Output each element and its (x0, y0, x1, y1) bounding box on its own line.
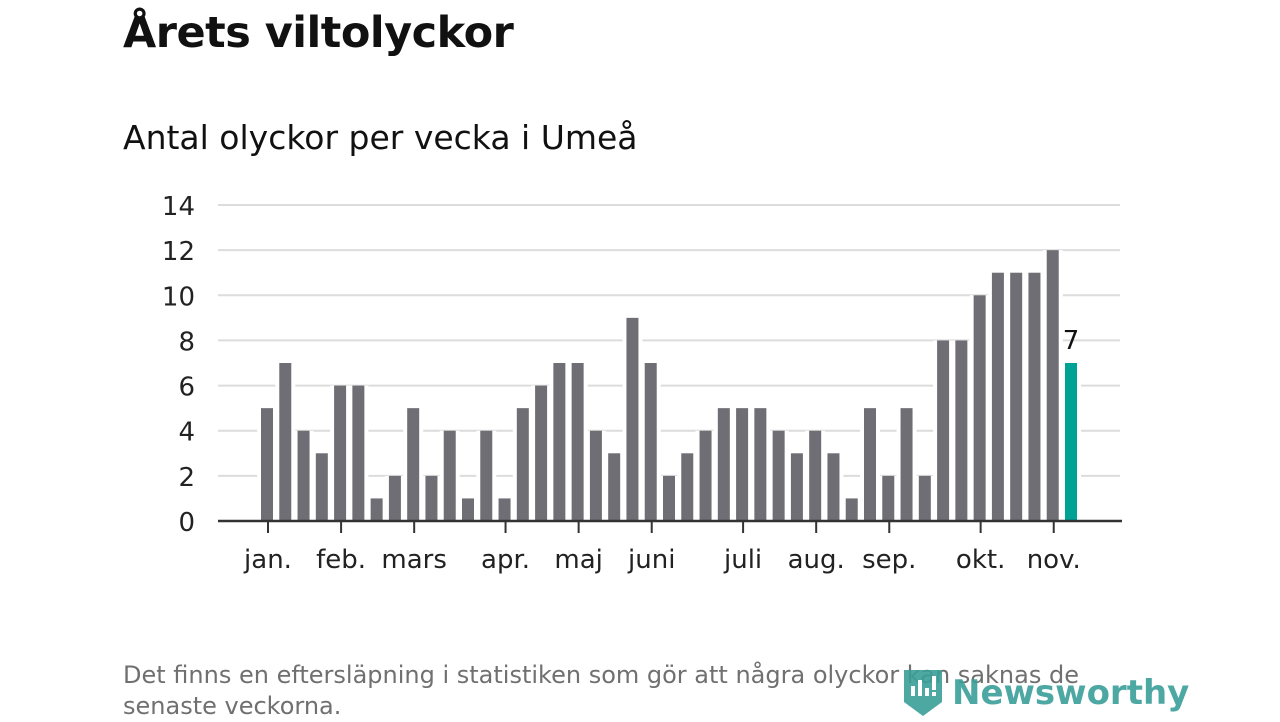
y-tick-label: 6 (178, 373, 195, 403)
y-tick-label: 8 (178, 327, 195, 357)
bar (699, 430, 712, 521)
bar (644, 363, 657, 521)
x-tick-label: jan. (243, 545, 292, 575)
bar (480, 430, 493, 521)
bar (754, 408, 767, 521)
y-tick-label: 0 (178, 508, 195, 538)
data-label: 7 (1063, 326, 1080, 356)
bar (626, 317, 639, 521)
bar (882, 475, 895, 521)
x-tick-label: apr. (481, 545, 530, 575)
x-tick-label: feb. (316, 545, 366, 575)
newsworthy-logo: Newsworthy (902, 668, 1189, 718)
bar (571, 363, 584, 521)
x-tick-label: aug. (788, 545, 845, 575)
bar (790, 453, 803, 521)
bar (425, 475, 438, 521)
bar (370, 498, 383, 521)
bar (1010, 272, 1023, 521)
y-tick-label: 10 (162, 282, 195, 312)
bar (736, 408, 749, 521)
bar (845, 498, 858, 521)
x-tick-label: nov. (1027, 545, 1081, 575)
bar (297, 430, 310, 521)
x-tick-label: okt. (956, 545, 1005, 575)
x-tick-label: sep. (862, 545, 916, 575)
chart-subtitle: Antal olyckor per vecka i Umeå (123, 118, 638, 157)
bar (516, 408, 529, 521)
bar (973, 295, 986, 521)
x-tick-label: mars (381, 545, 447, 575)
x-tick-label: juni (627, 545, 675, 575)
bar (827, 453, 840, 521)
bar (407, 408, 420, 521)
bar (315, 453, 328, 521)
bar (1046, 250, 1059, 521)
bar (772, 430, 785, 521)
bar (663, 475, 675, 521)
bar (388, 475, 401, 521)
bar (261, 408, 273, 521)
y-tick-label: 4 (178, 418, 195, 448)
bar (918, 475, 931, 521)
bar (809, 430, 822, 521)
chart-title: Årets viltolyckor (123, 8, 514, 58)
bar (900, 408, 913, 521)
bar (955, 340, 968, 521)
bar (991, 272, 1004, 521)
bar (443, 430, 456, 521)
bar (352, 385, 365, 521)
bar (589, 430, 602, 521)
bar (1028, 272, 1041, 521)
bar (535, 385, 548, 521)
bar (937, 340, 950, 521)
bar (681, 453, 694, 521)
x-tick-label: maj (554, 545, 602, 575)
bar (553, 363, 566, 521)
bar (279, 363, 292, 521)
bar (498, 498, 511, 521)
logo-text: Newsworthy (952, 673, 1190, 713)
bar (864, 408, 876, 521)
x-tick-label: juli (723, 545, 762, 575)
y-tick-label: 14 (162, 192, 195, 222)
bar (717, 408, 730, 521)
newsworthy-logo-icon (904, 670, 942, 716)
y-tick-label: 12 (162, 237, 195, 267)
y-tick-label: 2 (178, 463, 195, 493)
bar (608, 453, 621, 521)
bar (462, 498, 474, 521)
bar-highlight (1065, 363, 1077, 521)
bar (334, 385, 347, 521)
